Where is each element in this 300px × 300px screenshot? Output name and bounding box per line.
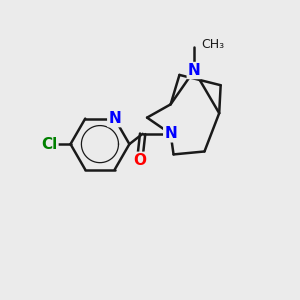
Text: O: O [133,153,146,168]
Text: N: N [188,63,200,78]
Text: N: N [164,126,177,141]
Text: Cl: Cl [41,136,57,152]
Text: N: N [108,111,121,126]
Text: CH₃: CH₃ [202,38,225,50]
